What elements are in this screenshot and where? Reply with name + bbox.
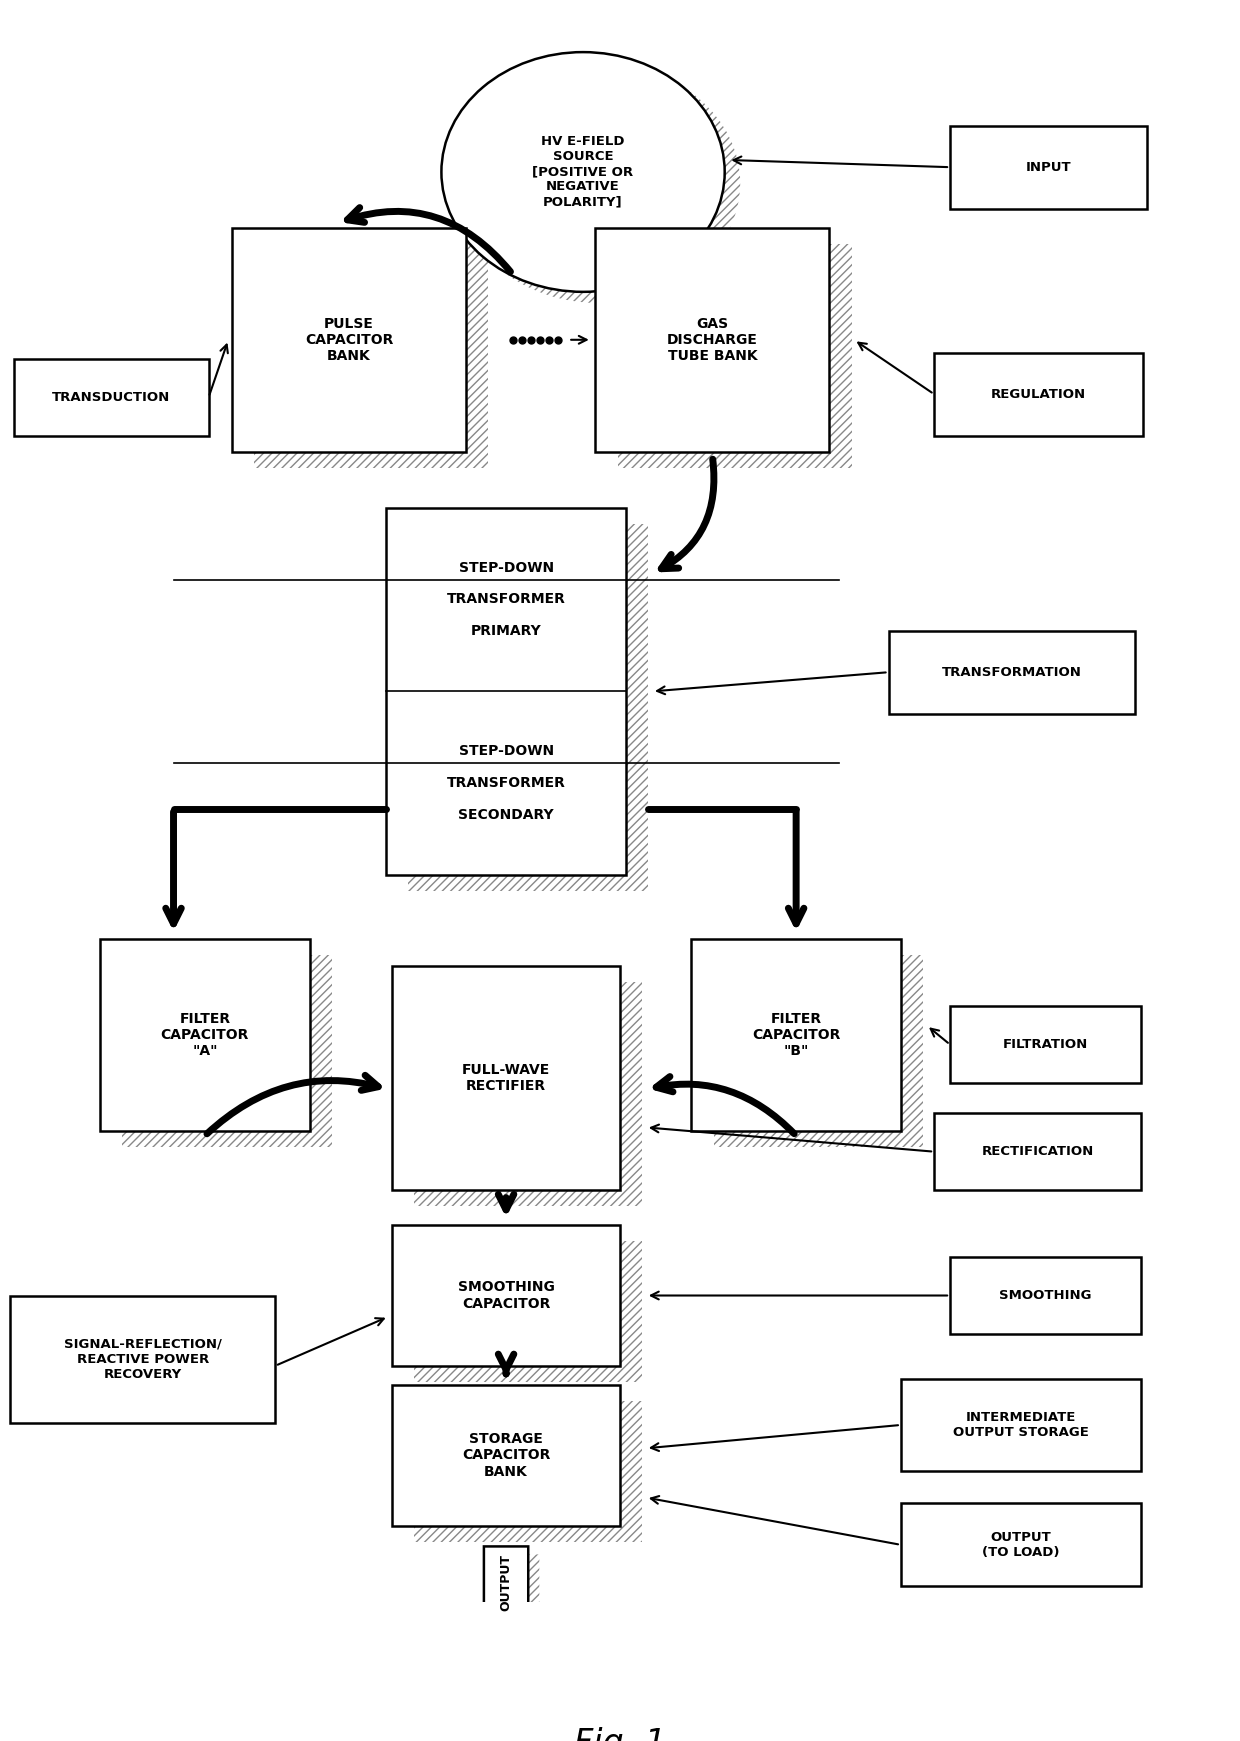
Text: STEP-DOWN: STEP-DOWN [459, 745, 553, 759]
Text: SMOOTHING
CAPACITOR: SMOOTHING CAPACITOR [458, 1280, 554, 1311]
Bar [414, 1402, 642, 1541]
Text: TRANSFORMER: TRANSFORMER [446, 592, 565, 606]
Text: FILTRATION: FILTRATION [1003, 1038, 1089, 1052]
Text: PULSE
CAPACITOR
BANK: PULSE CAPACITOR BANK [305, 317, 393, 362]
Bar [408, 524, 649, 891]
Bar [889, 630, 1135, 714]
Text: SMOOTHING: SMOOTHING [999, 1288, 1091, 1302]
Bar [232, 228, 466, 451]
Bar [414, 982, 642, 1207]
Text: TRANSFORMER: TRANSFORMER [446, 776, 565, 790]
Text: OUTPUT
(TO LOAD): OUTPUT (TO LOAD) [982, 1530, 1060, 1558]
Text: INPUT: INPUT [1025, 160, 1071, 174]
Bar [123, 956, 332, 1147]
Bar [595, 228, 830, 451]
Polygon shape [469, 1546, 543, 1682]
Text: HV E-FIELD
SOURCE
[POSITIVE OR
NEGATIVE
POLARITY]: HV E-FIELD SOURCE [POSITIVE OR NEGATIVE … [532, 136, 634, 209]
Bar [950, 125, 1147, 209]
Text: TRANSDUCTION: TRANSDUCTION [52, 390, 170, 404]
Bar [392, 1226, 620, 1367]
Bar [100, 938, 310, 1132]
Bar [392, 966, 620, 1191]
Bar [254, 244, 489, 468]
Bar [950, 1257, 1141, 1334]
Bar [618, 244, 852, 468]
Text: SECONDARY: SECONDARY [459, 808, 554, 822]
Ellipse shape [441, 52, 724, 292]
Text: TRANSFORMATION: TRANSFORMATION [941, 665, 1081, 679]
Bar [414, 1241, 642, 1382]
Text: FILTER
CAPACITOR
"A": FILTER CAPACITOR "A" [161, 1012, 249, 1059]
Text: FILTER
CAPACITOR
"B": FILTER CAPACITOR "B" [751, 1012, 841, 1059]
Text: PRIMARY: PRIMARY [471, 625, 542, 639]
Bar [692, 938, 900, 1132]
Text: INTERMEDIATE
OUTPUT STORAGE: INTERMEDIATE OUTPUT STORAGE [954, 1410, 1089, 1440]
Text: Fig. 1: Fig. 1 [574, 1727, 666, 1741]
Bar [900, 1379, 1141, 1471]
Bar [934, 1112, 1141, 1191]
Bar [386, 508, 626, 876]
Text: RECTIFICATION: RECTIFICATION [981, 1146, 1094, 1158]
Text: STORAGE
CAPACITOR
BANK: STORAGE CAPACITOR BANK [461, 1433, 551, 1478]
Text: SIGNAL-REFLECTION/
REACTIVE POWER
RECOVERY: SIGNAL-REFLECTION/ REACTIVE POWER RECOVE… [63, 1337, 222, 1381]
Text: REGULATION: REGULATION [991, 388, 1086, 400]
Text: GAS
DISCHARGE
TUBE BANK: GAS DISCHARGE TUBE BANK [667, 317, 758, 362]
Text: STEP-DOWN: STEP-DOWN [459, 561, 553, 575]
Bar [934, 353, 1143, 435]
Text: OUTPUT: OUTPUT [500, 1555, 512, 1610]
Bar [10, 1295, 275, 1424]
Bar [713, 956, 923, 1147]
Bar [900, 1502, 1141, 1586]
Bar [392, 1386, 620, 1525]
Bar [950, 1006, 1141, 1083]
Bar [14, 359, 208, 435]
Text: FULL-WAVE
RECTIFIER: FULL-WAVE RECTIFIER [463, 1064, 551, 1093]
